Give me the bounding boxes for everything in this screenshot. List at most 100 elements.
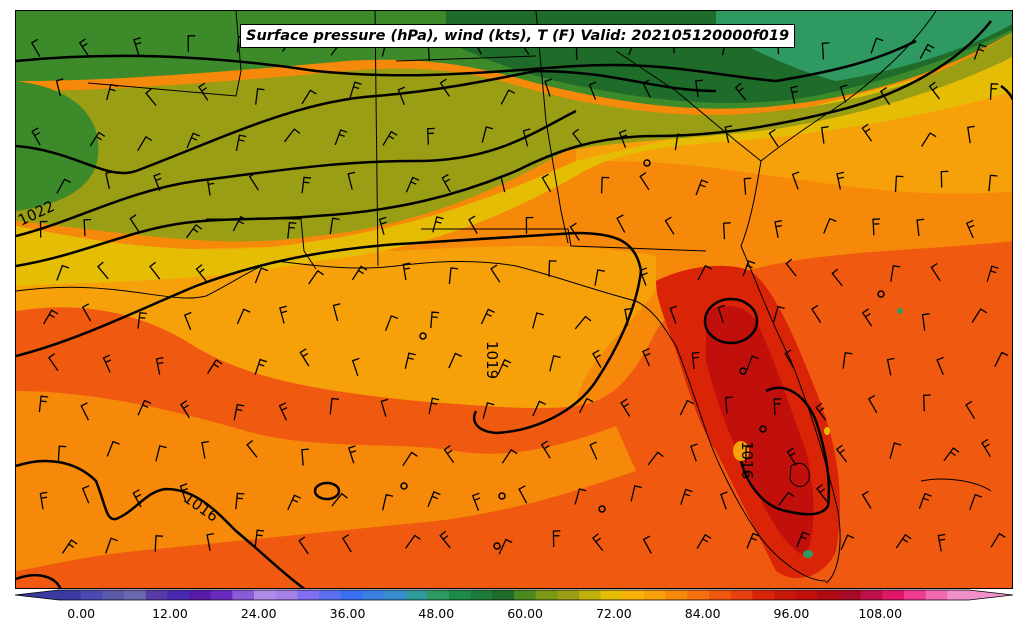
wind-barb [155, 445, 167, 462]
isobar [16, 69, 717, 175]
wind-barb [785, 258, 797, 277]
wind-barb [43, 309, 59, 325]
temperature-map: 1022 1019 1016 1016 [16, 11, 1012, 588]
isobar-closed [703, 297, 759, 345]
wind-barb [55, 78, 64, 97]
wind-barb [890, 265, 901, 282]
contour-label-1019: 1019 [483, 341, 501, 379]
wind-barb [38, 395, 49, 413]
isobar [16, 109, 577, 238]
wind-barb [522, 128, 531, 147]
wind-barb [986, 265, 999, 282]
wind-barb [441, 173, 451, 193]
colorbar-tick-label: 84.00 [684, 606, 721, 621]
wind-barb [490, 264, 501, 283]
wind-barb [940, 170, 949, 188]
wind-barb [831, 268, 843, 287]
wind-barb [427, 491, 441, 508]
wind-barb [745, 355, 759, 372]
wind-barb [448, 267, 458, 285]
colorbar-swatch [189, 590, 212, 600]
wind-barb [894, 175, 904, 193]
wind-barb [722, 222, 731, 240]
wind-barb [468, 215, 478, 234]
colorbar-swatch [80, 590, 103, 600]
wind-barb [697, 264, 712, 281]
wind-barb [591, 533, 604, 552]
wind-barb [56, 178, 72, 194]
wind-barb [402, 451, 418, 467]
wind-barb [351, 265, 368, 281]
wind-barb [480, 308, 495, 325]
wind-barb [154, 535, 164, 552]
wind-barb [589, 441, 598, 460]
wind-barb [745, 445, 754, 463]
wind-barb [696, 533, 712, 549]
wind-barb [669, 305, 678, 324]
pressure-contours [16, 20, 1012, 588]
wind-barb [734, 82, 747, 101]
lake-okeechobee [789, 462, 810, 487]
wind-barb [180, 400, 190, 419]
colorbar [15, 589, 1013, 601]
wind-barb [78, 38, 90, 57]
colorbar-swatch [622, 590, 645, 600]
wind-barb [404, 352, 416, 369]
wind-barb [886, 357, 895, 376]
wind-barb [879, 87, 891, 106]
wind-barb [518, 485, 528, 504]
wind-barb [254, 529, 265, 547]
wind-barb [31, 127, 41, 146]
wind-barb [778, 491, 795, 506]
wind-barbs [30, 35, 1009, 555]
wind-barb [278, 402, 288, 421]
wind-barb [820, 126, 829, 144]
wind-barb [725, 396, 733, 414]
wind-barb [630, 485, 642, 502]
colorbar-tick-label: 12.00 [152, 606, 188, 621]
wind-barb [301, 176, 312, 194]
wind-barb [471, 492, 481, 511]
wind-barb [183, 311, 192, 331]
wind-barb [784, 349, 794, 368]
colorbar-extend-max [969, 590, 1013, 600]
wind-barb [378, 216, 387, 235]
wind-barb [937, 533, 946, 552]
wind-barb [592, 349, 602, 368]
wind-barb [989, 83, 999, 100]
wind-barb [943, 447, 960, 462]
wind-barb [724, 125, 733, 143]
colorbar-swatch [557, 590, 580, 600]
colorbar-swatch [795, 590, 818, 600]
colorbar-tick-label: 48.00 [418, 606, 455, 621]
wind-barb [349, 81, 362, 98]
wind-barb [549, 355, 561, 372]
wind-barb [81, 303, 92, 322]
colorbar-swatch [405, 590, 428, 600]
wind-barb [791, 171, 800, 190]
wind-barb [690, 443, 698, 462]
wind-barb [402, 262, 411, 281]
wind-barb [916, 218, 925, 237]
wind-barb [427, 127, 435, 145]
wind-barb [525, 216, 534, 234]
wind-barb [921, 132, 937, 147]
wind-barb [821, 42, 830, 60]
wind-barb [56, 264, 70, 281]
temp-field-yellow [16, 51, 1012, 286]
colorbar-swatch [817, 590, 840, 600]
isobar [1000, 84, 1012, 101]
wind-barb [773, 305, 785, 323]
wind-barb [105, 171, 113, 189]
wind-barb [919, 43, 935, 60]
colorbar-swatch [232, 590, 255, 600]
wind-barb [842, 352, 853, 369]
wind-barb [679, 399, 694, 416]
wind-barb [552, 530, 561, 548]
isobar [16, 39, 917, 83]
wind-barb [153, 172, 162, 192]
wind-barb [928, 81, 941, 100]
colorbar-tick-label: 36.00 [329, 606, 366, 621]
state-border-ms-al [374, 11, 379, 267]
wind-barb [106, 440, 120, 457]
